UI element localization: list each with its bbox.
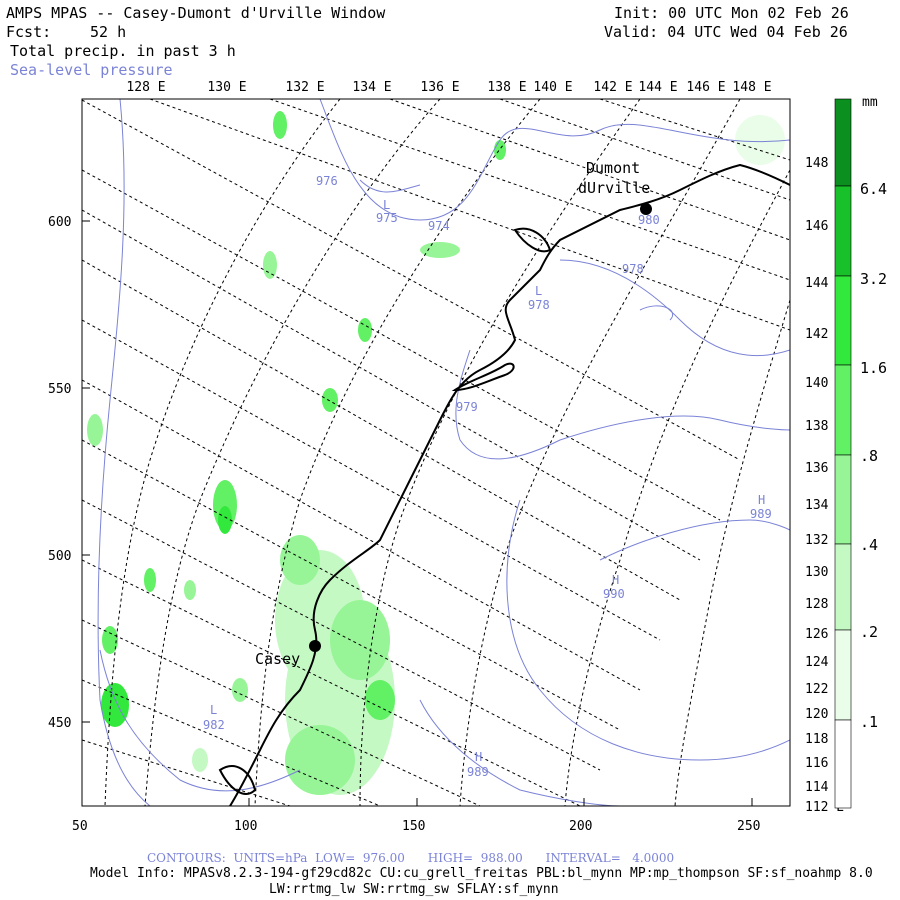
colorbar-label: .2 — [860, 623, 878, 641]
contour-label: 989 — [750, 507, 772, 521]
lon-top-label: 130 E — [207, 80, 246, 95]
station-name: dUrville — [578, 179, 650, 197]
lat-right-label: 116 E — [805, 756, 844, 771]
station-name: Casey — [255, 650, 300, 668]
contour-label: 990 — [603, 587, 625, 601]
colorbar-label: 1.6 — [860, 359, 887, 377]
lon-top-label: 146 E — [686, 80, 725, 95]
plot-frame — [81, 98, 791, 807]
colorbar-bin — [834, 364, 852, 456]
station-marker — [640, 203, 652, 215]
valid-time: Valid: 04 UTC Wed 04 Feb 26 — [604, 23, 848, 41]
lon-top-label: 144 E — [638, 80, 677, 95]
lat-right-label: 132 E — [805, 533, 844, 548]
station-casey: Casey — [255, 640, 321, 668]
pressure-labels: 976 L 975 974 980 978 L 978 979 H 989 H … — [203, 174, 772, 779]
lat-right-label: 136 E — [805, 461, 844, 476]
colorbar-label: .1 — [860, 713, 878, 731]
lat-right-label: 146 E — [805, 219, 844, 234]
contour-label: 980 — [638, 213, 660, 227]
lon-top-label: 138 E — [487, 80, 526, 95]
pressure-center: H — [612, 573, 619, 587]
lon-top-label: 128 E — [126, 80, 165, 95]
lat-right-label: 114 E — [805, 780, 844, 795]
lat-right-label: 120 E — [805, 707, 844, 722]
lat-right-label: 122 E — [805, 682, 844, 697]
lat-right-label: 112 E — [805, 800, 844, 815]
pressure-contours — [97, 99, 790, 806]
contour-label: 978 — [622, 262, 644, 276]
lat-right-label: 148 E — [805, 156, 844, 171]
lon-top-label: 132 E — [285, 80, 324, 95]
colorbar-label: .8 — [860, 447, 878, 465]
contour-label: 982 — [203, 718, 225, 732]
contour-label: 974 — [428, 219, 450, 233]
model-info: Model Info: MPASv8.2.3-194-gf29cd82c CU:… — [90, 866, 873, 881]
pressure-center: L — [383, 198, 390, 212]
forecast-hours: 52 h — [90, 23, 127, 41]
contour-label: 989 — [467, 765, 489, 779]
station-marker — [309, 640, 321, 652]
x-tick-label: 200 — [569, 819, 592, 834]
colorbar-bin — [834, 275, 852, 366]
lon-top-label: 148 E — [732, 80, 771, 95]
lat-right-label: 128 E — [805, 597, 844, 612]
x-tick-label: 50 — [72, 819, 88, 834]
colorbar-bin — [834, 454, 852, 545]
y-tick-label: 550 — [48, 382, 71, 397]
x-tick-label: 100 — [234, 819, 257, 834]
contour-label: 979 — [456, 400, 478, 414]
map-title: AMPS MPAS -- Casey-Dumont d'Urville Wind… — [6, 4, 386, 22]
colorbar-bin — [834, 543, 852, 631]
lon-top-label: 136 E — [420, 80, 459, 95]
lat-right-label: 144 E — [805, 276, 844, 291]
x-tick-label: 150 — [402, 819, 425, 834]
pressure-center: L — [535, 284, 542, 298]
lat-right-label: 134 E — [805, 498, 844, 513]
colorbar-unit: mm — [862, 95, 878, 110]
lon-top-label: 142 E — [593, 80, 632, 95]
init-time: Init: 00 UTC Mon 02 Feb 26 — [614, 4, 849, 22]
contour-label: 975 — [376, 211, 398, 225]
colorbar-label: 6.4 — [860, 180, 887, 198]
field-name: Total precip. in past 3 h — [10, 42, 236, 60]
x-tick-label: 250 — [737, 819, 760, 834]
lat-right-label: 138 E — [805, 419, 844, 434]
forecast-label: Fcst: — [6, 23, 52, 41]
contour-label: 976 — [316, 174, 338, 188]
colorbar-bin — [834, 719, 852, 809]
lat-right-label: 118 E — [805, 732, 844, 747]
contour-label: 978 — [528, 298, 550, 312]
lat-right-label: 126 E — [805, 627, 844, 642]
lat-right-label: 140 E — [805, 376, 844, 391]
latlon-grid — [82, 99, 790, 806]
lat-right-label: 130 E — [805, 565, 844, 580]
overlay-name: Sea-level pressure — [10, 61, 173, 79]
lat-right-label: 142 E — [805, 327, 844, 342]
pressure-center: H — [475, 750, 482, 764]
contour-info: CONTOURS: UNITS=hPa LOW= 976.00 HIGH= 98… — [147, 851, 675, 865]
lon-top-label: 134 E — [352, 80, 391, 95]
colorbar-bin — [834, 185, 852, 277]
station-dumont: Dumont dUrville — [578, 159, 652, 215]
colorbar-label: 3.2 — [860, 270, 887, 288]
lat-right-label: 124 E — [805, 655, 844, 670]
pressure-center: H — [758, 493, 765, 507]
pressure-center: L — [210, 703, 217, 717]
model-info-line2: LW:rrtmg_lw SW:rrtmg_sw SFLAY:sf_mynn — [269, 882, 559, 897]
lon-top-label: 140 E — [533, 80, 572, 95]
station-name: Dumont — [586, 159, 640, 177]
precip-field — [87, 111, 785, 795]
colorbar-bin — [834, 629, 852, 721]
colorbar: 6.4 3.2 1.6 .8 .4 .2 .1 — [834, 98, 887, 809]
colorbar-label: .4 — [860, 536, 878, 554]
colorbar-bin — [834, 98, 852, 187]
y-tick-label: 600 — [48, 215, 71, 230]
y-tick-label: 450 — [48, 716, 71, 731]
y-tick-label: 500 — [48, 549, 71, 564]
